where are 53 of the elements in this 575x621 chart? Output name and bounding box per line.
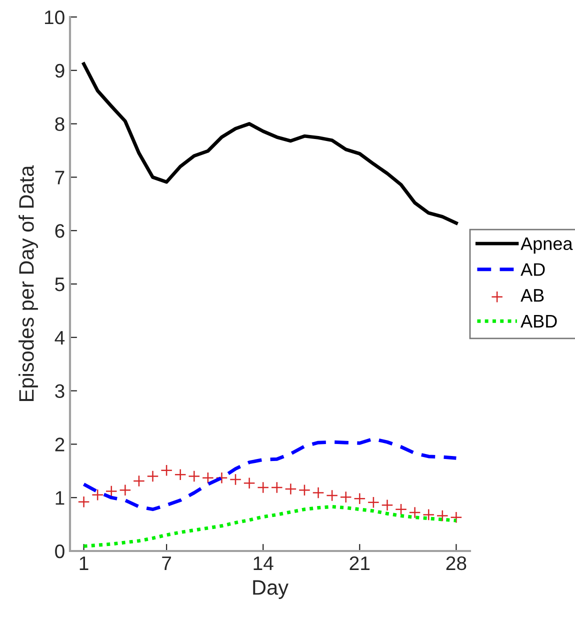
point <box>422 508 435 521</box>
y-tick-label: 8 <box>55 117 64 132</box>
point <box>257 481 270 494</box>
y-tick-label: 0 <box>55 544 64 558</box>
point <box>367 496 380 508</box>
point <box>174 468 186 481</box>
point <box>243 477 256 490</box>
y-tick-label: 6 <box>55 224 64 238</box>
y-tick-label: 7 <box>55 170 64 184</box>
legend-label: AB <box>520 289 544 302</box>
point <box>216 472 228 484</box>
point <box>312 486 324 499</box>
y-tick-label: 5 <box>55 278 64 292</box>
line-series <box>82 504 458 548</box>
y-tick-label: 4 <box>54 331 65 344</box>
x-tick-label: 28 <box>446 556 466 570</box>
point <box>78 496 90 508</box>
y-axis-title: Episodes per Day of Data <box>18 165 38 401</box>
point <box>340 491 352 504</box>
point <box>284 483 297 496</box>
y-tick-label: 9 <box>55 64 64 78</box>
point <box>270 481 283 494</box>
point <box>188 470 200 482</box>
point <box>146 470 159 482</box>
point <box>381 499 394 512</box>
legend-label: Apnea <box>520 237 573 254</box>
point <box>354 492 366 505</box>
y-tick-label: 3 <box>55 384 64 398</box>
point <box>92 488 104 501</box>
x-tick-label: 7 <box>162 556 171 570</box>
point <box>298 484 310 496</box>
x-axis-title: Day <box>253 580 288 599</box>
y-tick-label: 1 <box>56 491 64 505</box>
point <box>395 503 408 516</box>
point <box>450 511 462 524</box>
legend-label: ABD <box>520 315 557 328</box>
point <box>202 472 214 484</box>
x-tick-label: 1 <box>80 556 88 570</box>
point <box>132 475 145 488</box>
y-tick-label: 2 <box>55 438 64 452</box>
x-tick-label: 21 <box>350 556 370 570</box>
point <box>326 489 338 502</box>
x-tick-label: 14 <box>254 556 274 570</box>
y-tick-label: 10 <box>44 10 64 24</box>
point <box>105 485 118 498</box>
point <box>408 506 421 519</box>
point <box>160 464 173 476</box>
line-series <box>82 62 458 225</box>
point <box>230 473 242 486</box>
legend-label: AD <box>520 263 545 276</box>
point <box>119 484 132 496</box>
point <box>436 510 448 522</box>
line-series <box>82 437 458 512</box>
